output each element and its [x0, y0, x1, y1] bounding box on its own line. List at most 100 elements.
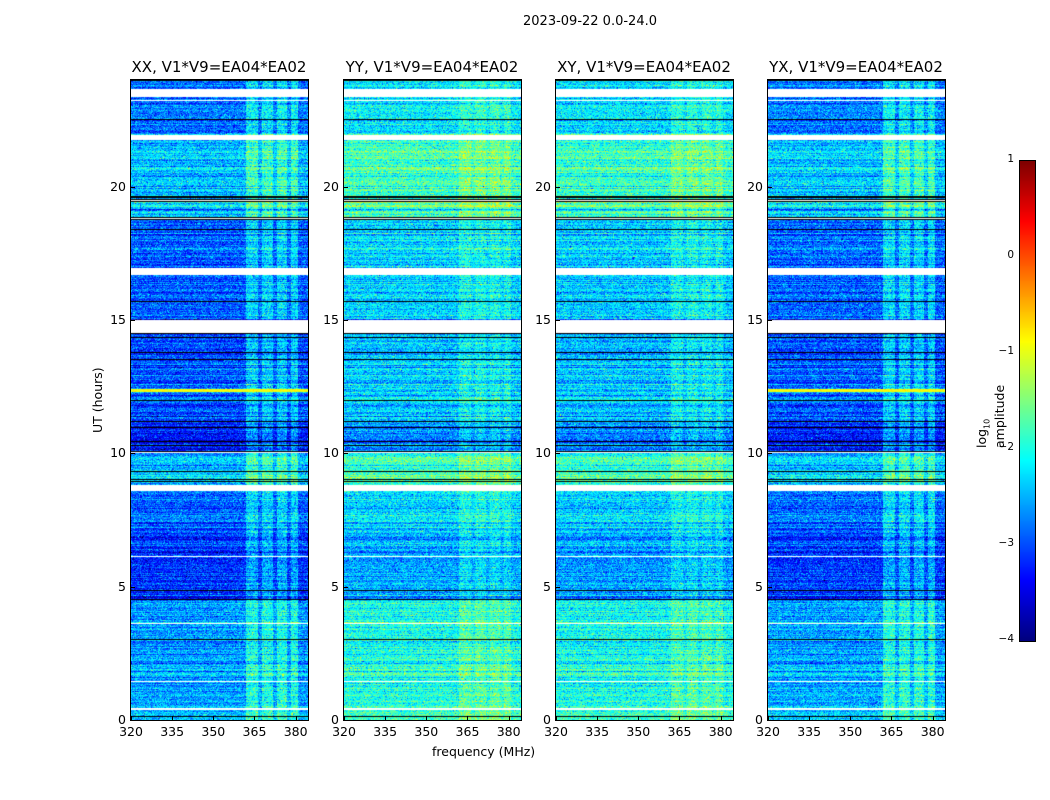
y-tick-label: 20 — [323, 178, 339, 194]
colorbar-tick-label: −3 — [998, 537, 1014, 549]
x-tick-label: 320 — [119, 724, 143, 739]
colorbar-tick-label: −2 — [998, 441, 1014, 453]
y-tick-mark — [556, 320, 560, 321]
colorbar-tick-label: −1 — [998, 345, 1014, 357]
y-tick-mark — [768, 586, 772, 588]
y-tick-label: 20 — [535, 178, 551, 194]
x-tick-mark — [638, 716, 640, 720]
x-tick-label: 380 — [283, 724, 308, 739]
y-tick-mark — [556, 586, 560, 588]
x-tick-label: 320 — [756, 724, 780, 739]
x-tick-mark — [467, 716, 469, 720]
x-tick-label: 350 — [626, 724, 651, 739]
y-tick-mark — [344, 586, 348, 588]
heatmap-image — [344, 80, 521, 720]
y-tick-mark — [131, 320, 135, 321]
colorbar-tick-label: 0 — [1007, 249, 1014, 261]
x-tick-mark — [850, 716, 852, 720]
x-tick-mark — [213, 716, 215, 720]
colorbar-tick-label: 1 — [1007, 153, 1014, 165]
x-tick-mark — [508, 716, 510, 720]
heatmap-panel-yx — [767, 79, 946, 721]
y-tick-mark — [344, 453, 348, 455]
y-tick-label: 0 — [118, 712, 126, 727]
x-tick-label: 335 — [585, 724, 610, 739]
x-tick-label: 335 — [797, 724, 822, 739]
x-tick-mark — [131, 716, 132, 720]
y-tick-mark — [768, 186, 772, 188]
y-tick-mark — [131, 720, 135, 721]
panel-title: XX, V1*V9=EA04*EA02 — [131, 58, 307, 76]
x-tick-mark — [385, 716, 387, 720]
x-tick-mark — [891, 716, 893, 720]
heatmap-image — [131, 80, 308, 720]
panel-title: YX, V1*V9=EA04*EA02 — [769, 58, 943, 76]
y-tick-mark — [131, 186, 135, 188]
x-tick-mark — [597, 716, 599, 720]
x-tick-mark — [679, 716, 681, 720]
y-tick-label: 20 — [110, 178, 126, 194]
heatmap-image — [768, 80, 945, 720]
x-tick-label: 335 — [373, 724, 398, 739]
y-tick-label: 10 — [747, 445, 763, 461]
x-tick-label: 380 — [496, 724, 521, 739]
y-tick-mark — [556, 186, 560, 188]
y-tick-label: 20 — [747, 178, 763, 194]
y-tick-mark — [768, 720, 772, 721]
y-tick-mark — [344, 720, 348, 721]
x-tick-label: 380 — [708, 724, 733, 739]
y-tick-label: 0 — [755, 712, 763, 727]
y-tick-label: 15 — [747, 312, 763, 327]
x-tick-label: 320 — [332, 724, 356, 739]
panel-title: XY, V1*V9=EA04*EA02 — [557, 58, 731, 76]
y-tick-mark — [768, 320, 772, 321]
y-tick-mark — [131, 586, 135, 588]
y-tick-label: 0 — [543, 712, 551, 727]
x-tick-mark — [172, 716, 174, 720]
y-tick-mark — [556, 453, 560, 455]
colorbar-tick-label: −4 — [998, 633, 1014, 645]
panel-title: YY, V1*V9=EA04*EA02 — [345, 58, 519, 76]
y-axis-label: UT (hours) — [90, 367, 105, 433]
x-tick-mark — [809, 716, 811, 720]
y-tick-label: 0 — [331, 712, 339, 727]
x-tick-label: 365 — [242, 724, 267, 739]
y-tick-label: 5 — [755, 578, 763, 594]
colorbar — [1019, 160, 1036, 642]
y-tick-label: 5 — [543, 578, 551, 594]
y-tick-label: 5 — [118, 578, 126, 594]
x-tick-label: 350 — [414, 724, 439, 739]
y-tick-label: 15 — [323, 312, 339, 327]
heatmap-panel-xy — [555, 79, 734, 721]
x-tick-mark — [344, 716, 345, 720]
x-tick-label: 350 — [838, 724, 863, 739]
x-tick-mark — [295, 716, 297, 720]
x-tick-label: 365 — [879, 724, 904, 739]
x-tick-label: 380 — [920, 724, 945, 739]
y-tick-label: 10 — [535, 445, 551, 461]
x-axis-label: frequency (MHz) — [432, 744, 536, 759]
heatmap-image — [556, 80, 733, 720]
y-tick-mark — [768, 453, 772, 455]
x-tick-label: 335 — [160, 724, 185, 739]
x-tick-mark — [768, 716, 769, 720]
y-tick-label: 15 — [535, 312, 551, 327]
colorbar-label: log10 amplitude — [974, 384, 1007, 448]
x-tick-mark — [556, 716, 557, 720]
y-tick-mark — [344, 320, 348, 321]
x-tick-mark — [254, 716, 256, 720]
y-tick-label: 5 — [331, 578, 339, 594]
heatmap-panel-xx — [130, 79, 309, 721]
x-tick-label: 320 — [544, 724, 568, 739]
x-tick-mark — [426, 716, 428, 720]
figure-title: 2023-09-22 0.0-24.0 — [523, 14, 657, 29]
x-tick-label: 350 — [201, 724, 226, 739]
x-tick-label: 365 — [667, 724, 692, 739]
y-tick-label: 10 — [110, 445, 126, 461]
x-tick-mark — [932, 716, 934, 720]
y-tick-mark — [131, 453, 135, 455]
y-tick-label: 10 — [323, 445, 339, 461]
y-tick-mark — [344, 186, 348, 188]
x-tick-label: 365 — [455, 724, 480, 739]
